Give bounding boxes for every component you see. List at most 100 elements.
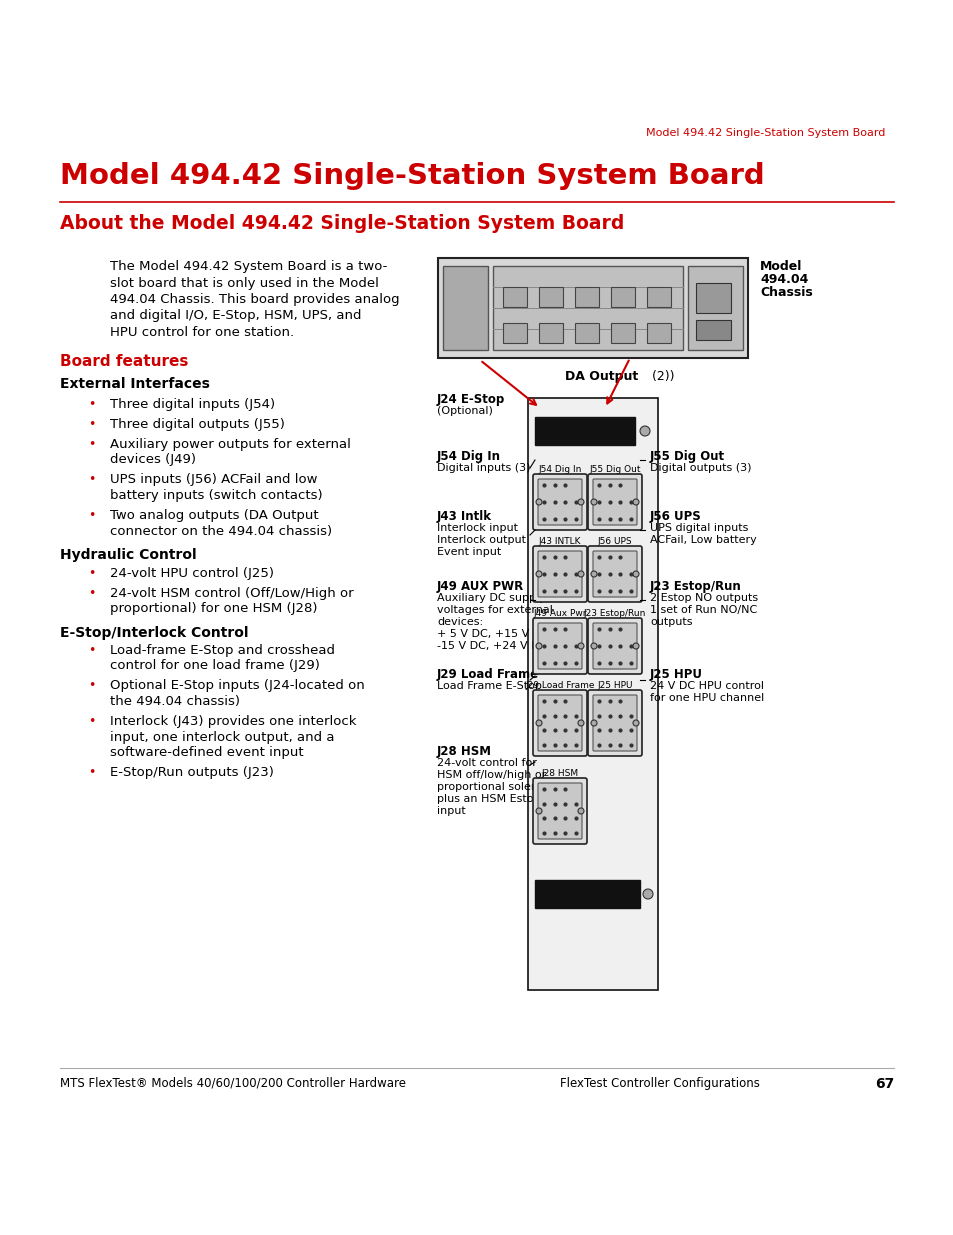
Text: HPU control for one station.: HPU control for one station. — [110, 326, 294, 338]
Text: •: • — [88, 766, 95, 779]
Bar — [527, 398, 658, 990]
Bar — [575, 287, 598, 308]
Text: MTS FlexTest® Models 40/60/100/200 Controller Hardware: MTS FlexTest® Models 40/60/100/200 Contr… — [60, 1077, 406, 1091]
Text: J54 Dig In: J54 Dig In — [537, 466, 581, 474]
Ellipse shape — [590, 571, 597, 577]
Text: connector on the 494.04 chassis): connector on the 494.04 chassis) — [110, 525, 332, 537]
Text: J28 HSM: J28 HSM — [436, 745, 492, 758]
FancyBboxPatch shape — [593, 551, 637, 597]
Text: control for one load frame (J29): control for one load frame (J29) — [110, 659, 319, 673]
Text: Two analog outputs (DA Output: Two analog outputs (DA Output — [110, 509, 318, 522]
FancyBboxPatch shape — [593, 695, 637, 751]
Text: 67: 67 — [874, 1077, 893, 1091]
Text: Chassis: Chassis — [760, 287, 812, 299]
Text: External Interfaces: External Interfaces — [60, 377, 210, 391]
FancyBboxPatch shape — [533, 778, 586, 844]
Text: J55 Dig Out: J55 Dig Out — [649, 450, 724, 463]
Text: Event input: Event input — [436, 547, 500, 557]
FancyBboxPatch shape — [537, 783, 581, 839]
Text: the 494.04 chassis): the 494.04 chassis) — [110, 695, 240, 708]
Text: ACFail, Low battery: ACFail, Low battery — [649, 535, 756, 545]
Text: J43 INTLK: J43 INTLK — [538, 537, 580, 546]
Bar — [502, 324, 526, 343]
Ellipse shape — [578, 499, 583, 505]
Bar — [538, 287, 562, 308]
Bar — [535, 417, 635, 445]
Text: Load Frame E-Stop: Load Frame E-Stop — [436, 680, 541, 692]
Text: J54 Dig In: J54 Dig In — [436, 450, 500, 463]
FancyBboxPatch shape — [587, 474, 641, 530]
FancyBboxPatch shape — [533, 690, 586, 756]
FancyBboxPatch shape — [537, 695, 581, 751]
Text: Interlock output: Interlock output — [436, 535, 525, 545]
Text: 1 set of Run NO/NC: 1 set of Run NO/NC — [649, 605, 757, 615]
Text: •: • — [88, 473, 95, 487]
Text: Model 494.42 Single-Station System Board: Model 494.42 Single-Station System Board — [60, 162, 764, 190]
Text: Hydraulic Control: Hydraulic Control — [60, 548, 196, 562]
Bar — [502, 287, 526, 308]
Bar — [646, 287, 670, 308]
Ellipse shape — [536, 808, 541, 814]
Text: J28 HSM: J28 HSM — [541, 769, 578, 778]
Ellipse shape — [578, 571, 583, 577]
Bar — [610, 324, 635, 343]
Text: J25 HPU: J25 HPU — [597, 680, 632, 690]
Text: + 5 V DC, +15 V DC,: + 5 V DC, +15 V DC, — [436, 629, 552, 638]
Text: J55 Dig Out: J55 Dig Out — [589, 466, 640, 474]
Text: Three digital inputs (J54): Three digital inputs (J54) — [110, 398, 274, 411]
Text: •: • — [88, 679, 95, 693]
Text: J29 Load Frame: J29 Load Frame — [436, 668, 538, 680]
Text: J49 Aux Pwr: J49 Aux Pwr — [533, 609, 586, 618]
Text: 2 Estop NO outputs: 2 Estop NO outputs — [649, 593, 758, 603]
Text: Model 494.42 Single-Station System Board: Model 494.42 Single-Station System Board — [645, 128, 884, 138]
Text: E-Stop/Interlock Control: E-Stop/Interlock Control — [60, 626, 248, 640]
Text: Auxiliary DC supply: Auxiliary DC supply — [436, 593, 545, 603]
Text: 494.04: 494.04 — [760, 273, 807, 287]
Text: 24-volt HPU control (J25): 24-volt HPU control (J25) — [110, 567, 274, 579]
FancyBboxPatch shape — [593, 479, 637, 525]
Text: J43 Intlk: J43 Intlk — [436, 510, 492, 522]
Text: •: • — [88, 567, 95, 579]
Text: for one HPU channel: for one HPU channel — [649, 693, 763, 703]
Text: Auxiliary power outputs for external: Auxiliary power outputs for external — [110, 438, 351, 451]
Text: •: • — [88, 398, 95, 411]
Text: 494.04 Chassis. This board provides analog: 494.04 Chassis. This board provides anal… — [110, 293, 399, 306]
Text: 24-volt control for: 24-volt control for — [436, 758, 537, 768]
Text: Digital outputs (3): Digital outputs (3) — [649, 463, 751, 473]
Text: voltages for external: voltages for external — [436, 605, 553, 615]
Bar — [696, 283, 730, 312]
Text: J23 Estop/Run: J23 Estop/Run — [649, 580, 741, 593]
Text: J49 AUX PWR: J49 AUX PWR — [436, 580, 524, 593]
Ellipse shape — [536, 643, 541, 650]
Ellipse shape — [633, 720, 639, 726]
Text: Optional E-Stop inputs (J24-located on: Optional E-Stop inputs (J24-located on — [110, 679, 364, 693]
Text: J56 UPS: J56 UPS — [598, 537, 632, 546]
Text: Board features: Board features — [60, 354, 188, 369]
Text: Load-frame E-Stop and crosshead: Load-frame E-Stop and crosshead — [110, 643, 335, 657]
FancyBboxPatch shape — [587, 546, 641, 601]
Text: J25 HPU: J25 HPU — [649, 668, 702, 680]
FancyBboxPatch shape — [593, 622, 637, 669]
Text: -15 V DC, +24 V DC: -15 V DC, +24 V DC — [436, 641, 547, 651]
Text: FlexTest Controller Configurations: FlexTest Controller Configurations — [559, 1077, 760, 1091]
FancyBboxPatch shape — [587, 690, 641, 756]
Text: proportional) for one HSM (J28): proportional) for one HSM (J28) — [110, 601, 317, 615]
Bar — [610, 287, 635, 308]
FancyBboxPatch shape — [537, 622, 581, 669]
Ellipse shape — [578, 808, 583, 814]
Bar — [687, 266, 742, 350]
Ellipse shape — [642, 889, 652, 899]
Text: software-defined event input: software-defined event input — [110, 746, 303, 760]
Text: J24 E-Stop: J24 E-Stop — [436, 393, 505, 406]
Ellipse shape — [590, 499, 597, 505]
Text: Interlock (J43) provides one interlock: Interlock (J43) provides one interlock — [110, 715, 356, 727]
Text: •: • — [88, 643, 95, 657]
Bar — [646, 324, 670, 343]
FancyBboxPatch shape — [533, 546, 586, 601]
Text: Three digital outputs (J55): Three digital outputs (J55) — [110, 417, 285, 431]
Text: J23 Estop/Run: J23 Estop/Run — [583, 609, 645, 618]
Text: The Model 494.42 System Board is a two-: The Model 494.42 System Board is a two- — [110, 261, 387, 273]
FancyBboxPatch shape — [587, 618, 641, 674]
Ellipse shape — [578, 643, 583, 650]
Text: outputs: outputs — [649, 618, 692, 627]
